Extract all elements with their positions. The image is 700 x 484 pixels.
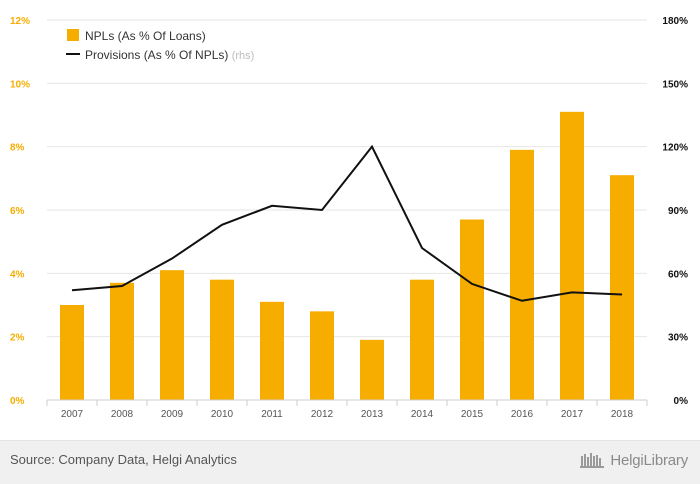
legend-label-line: Provisions (As % Of NPLs) (rhs) bbox=[85, 48, 254, 62]
bar bbox=[510, 150, 534, 400]
x-axis-tick: 2011 bbox=[261, 409, 283, 420]
bar-series bbox=[60, 112, 634, 400]
x-axis-tick: 2012 bbox=[311, 409, 334, 420]
right-axis-tick: 30% bbox=[668, 333, 688, 344]
x-axis-tick: 2010 bbox=[211, 409, 234, 420]
left-axis-tick: 2% bbox=[10, 333, 25, 344]
x-axis-tick: 2014 bbox=[411, 409, 434, 420]
x-axis-tick: 2017 bbox=[561, 409, 584, 420]
bar bbox=[460, 220, 484, 401]
right-axis-tick: 60% bbox=[668, 269, 688, 280]
x-axis-tick: 2008 bbox=[111, 409, 134, 420]
x-axis-tick: 2015 bbox=[461, 409, 484, 420]
right-axis-tick: 180% bbox=[662, 16, 688, 27]
bar bbox=[160, 270, 184, 400]
bar bbox=[260, 302, 284, 400]
bar bbox=[360, 340, 384, 400]
x-axis-tick: 2016 bbox=[511, 409, 534, 420]
legend-swatch-bars bbox=[67, 29, 79, 41]
right-axis-tick: 90% bbox=[668, 206, 688, 217]
x-axis-tick: 2013 bbox=[361, 409, 384, 420]
brand[interactable]: HelgiLibrary bbox=[579, 450, 688, 470]
x-axis-tick: 2009 bbox=[161, 409, 184, 420]
chart-svg: 0% 2% 4% 6% 8% 10% 12% 0% 30% 60% 90% 120% 150% 180% 2… bbox=[0, 0, 700, 440]
bar bbox=[210, 280, 234, 400]
left-axis-tick: 4% bbox=[10, 269, 25, 280]
bar bbox=[610, 175, 634, 400]
x-axis-tick: 2018 bbox=[611, 409, 634, 420]
legend: NPLs (As % Of Loans) Provisions (As % Of … bbox=[66, 29, 254, 62]
bar bbox=[560, 112, 584, 400]
x-axis-tick: 2007 bbox=[61, 409, 84, 420]
line-series bbox=[72, 147, 622, 301]
legend-label-bars: NPLs (As % Of Loans) bbox=[85, 29, 206, 43]
right-axis-tick: 150% bbox=[662, 79, 688, 90]
bar bbox=[410, 280, 434, 400]
bar bbox=[60, 305, 84, 400]
left-axis-tick: 0% bbox=[10, 396, 25, 407]
left-axis-tick: 12% bbox=[10, 16, 30, 27]
library-icon bbox=[579, 450, 605, 470]
footer: Source: Company Data, Helgi Analytics He… bbox=[0, 440, 700, 484]
right-axis-tick: 120% bbox=[662, 143, 688, 154]
right-axis-tick: 0% bbox=[674, 396, 689, 407]
legend-rhs-note: (rhs) bbox=[232, 50, 255, 62]
provisions-line bbox=[72, 147, 622, 301]
source-note: Source: Company Data, Helgi Analytics bbox=[10, 452, 237, 467]
left-axis-tick: 8% bbox=[10, 143, 25, 154]
left-axis-tick: 10% bbox=[10, 79, 30, 90]
bar bbox=[110, 283, 134, 400]
left-axis-tick: 6% bbox=[10, 206, 25, 217]
brand-name: HelgiLibrary bbox=[610, 452, 688, 469]
bar bbox=[310, 311, 334, 400]
